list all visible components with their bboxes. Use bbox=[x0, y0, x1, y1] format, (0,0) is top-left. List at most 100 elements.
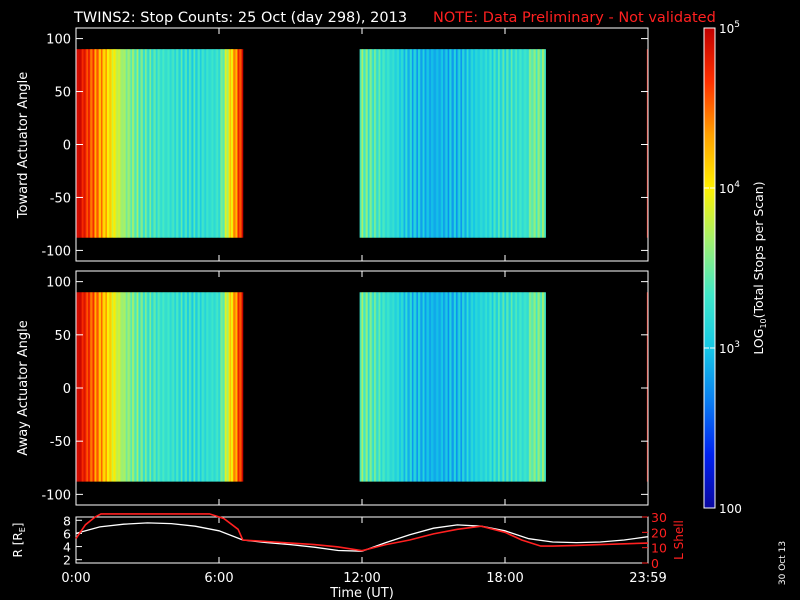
heatmap-cell bbox=[438, 292, 440, 482]
heatmap-cell bbox=[155, 292, 158, 482]
heatmap-cell bbox=[152, 49, 154, 238]
heatmap-cell bbox=[514, 49, 517, 238]
heatmap-cell bbox=[87, 292, 90, 482]
heatmap-cell bbox=[423, 49, 426, 238]
heatmap-cell bbox=[392, 292, 395, 482]
heatmap-cell bbox=[396, 292, 399, 482]
heatmap-cell bbox=[451, 292, 453, 482]
heatmap-cell bbox=[426, 292, 428, 482]
y2-axis-label-lshell: L Shell bbox=[672, 520, 686, 560]
heatmap-cell bbox=[234, 49, 237, 238]
heatmap-cell bbox=[485, 292, 488, 482]
heatmap-cell bbox=[412, 292, 414, 482]
heatmap-cell bbox=[413, 49, 415, 238]
panel-away-actuator: 100 50 0 -50 -100 Away Actuator Angle bbox=[16, 270, 649, 506]
heatmap-cell bbox=[143, 49, 146, 238]
heatmap-cell bbox=[363, 49, 365, 238]
heatmap-cell bbox=[490, 292, 493, 482]
heatmap-cell bbox=[120, 49, 122, 238]
heatmap-cell bbox=[184, 49, 187, 238]
heatmap-cell bbox=[115, 49, 117, 238]
heatmap-cell bbox=[188, 49, 190, 238]
heatmap-cell bbox=[122, 49, 125, 238]
heatmap-cell bbox=[216, 49, 219, 238]
heatmap-cell bbox=[505, 292, 507, 482]
heatmap-cell bbox=[86, 292, 89, 482]
heatmap-cell bbox=[527, 292, 530, 482]
heatmap-cell bbox=[204, 292, 207, 482]
heatmap-cell bbox=[479, 292, 482, 482]
heatmap-cell bbox=[232, 49, 234, 238]
heatmap-cell bbox=[177, 49, 179, 238]
heatmap-cell bbox=[148, 292, 151, 482]
heatmap-cell bbox=[394, 49, 396, 238]
heatmap-cell bbox=[378, 49, 381, 238]
heatmap-cell bbox=[233, 292, 235, 482]
heatmap-cell bbox=[535, 292, 538, 482]
heatmap-cell bbox=[186, 49, 189, 238]
heatmap-cell bbox=[478, 49, 481, 238]
heatmap-cell bbox=[506, 49, 508, 238]
heatmap-cell bbox=[406, 292, 408, 482]
y-tick-label: 50 bbox=[54, 329, 71, 344]
heatmap-cell bbox=[420, 292, 422, 482]
heatmap-cell bbox=[535, 49, 538, 238]
heatmap-cell bbox=[191, 292, 194, 482]
y-axis-label-away: Away Actuator Angle bbox=[16, 320, 31, 455]
heatmap-cell bbox=[182, 49, 184, 238]
radius-series-line bbox=[75, 522, 649, 552]
heatmap-cell bbox=[112, 292, 115, 482]
heatmap-cell bbox=[441, 292, 444, 482]
heatmap-cell bbox=[166, 292, 169, 482]
heatmap-cell bbox=[177, 292, 179, 482]
heatmap-cell bbox=[236, 49, 239, 238]
colorbar-tick-label: 103 bbox=[719, 340, 740, 356]
heatmap-cell bbox=[487, 292, 489, 482]
heatmap-cell bbox=[117, 49, 120, 238]
heatmap-cell bbox=[390, 292, 393, 482]
heatmap-cell bbox=[419, 49, 421, 238]
heatmap-cell bbox=[126, 49, 128, 238]
heatmap-cell bbox=[459, 49, 462, 238]
heatmap-cell bbox=[105, 292, 108, 482]
heatmap-cell bbox=[120, 292, 122, 482]
heatmap-cell bbox=[219, 49, 221, 238]
heatmap-cell bbox=[506, 292, 508, 482]
heatmap-cell bbox=[158, 292, 160, 482]
heatmap-cell bbox=[463, 49, 465, 238]
heatmap-cell bbox=[124, 292, 127, 482]
heatmap-cell bbox=[512, 292, 514, 482]
heatmap-cell bbox=[426, 49, 428, 238]
heatmap-cell bbox=[452, 49, 455, 238]
x-tick-label: 6:00 bbox=[204, 571, 233, 586]
heatmap-cell bbox=[409, 292, 412, 482]
heatmap-cell bbox=[518, 292, 520, 482]
heatmap-cell bbox=[457, 49, 459, 238]
y-tick-label: 0 bbox=[63, 382, 71, 397]
heatmap-cell bbox=[191, 49, 194, 238]
heatmap-cell bbox=[432, 292, 434, 482]
heatmap-cell bbox=[497, 49, 500, 238]
heatmap-cell bbox=[439, 292, 442, 482]
heatmap-cell bbox=[398, 49, 401, 238]
heatmap-cell bbox=[174, 49, 177, 238]
heatmap-cell bbox=[90, 292, 92, 482]
heatmap-cell bbox=[440, 292, 443, 482]
heatmap-cell bbox=[378, 292, 381, 482]
heatmap-cell bbox=[471, 49, 474, 238]
heatmap-cell bbox=[491, 49, 494, 238]
heatmap-cell bbox=[92, 292, 95, 482]
heatmap-cell bbox=[90, 49, 92, 238]
heatmap-cell bbox=[414, 49, 417, 238]
heatmap-cell bbox=[121, 292, 123, 482]
heatmap-cell bbox=[83, 49, 85, 238]
heatmap-cell bbox=[92, 49, 95, 238]
heatmap-cell bbox=[458, 49, 461, 238]
heatmap-cell bbox=[391, 49, 394, 238]
heatmap-cell bbox=[77, 292, 79, 482]
heatmap-cell bbox=[495, 49, 498, 238]
heatmap-cell bbox=[375, 292, 377, 482]
heatmap-cell bbox=[192, 49, 195, 238]
heatmap-cell bbox=[193, 292, 196, 482]
heatmap-cell bbox=[487, 49, 489, 238]
